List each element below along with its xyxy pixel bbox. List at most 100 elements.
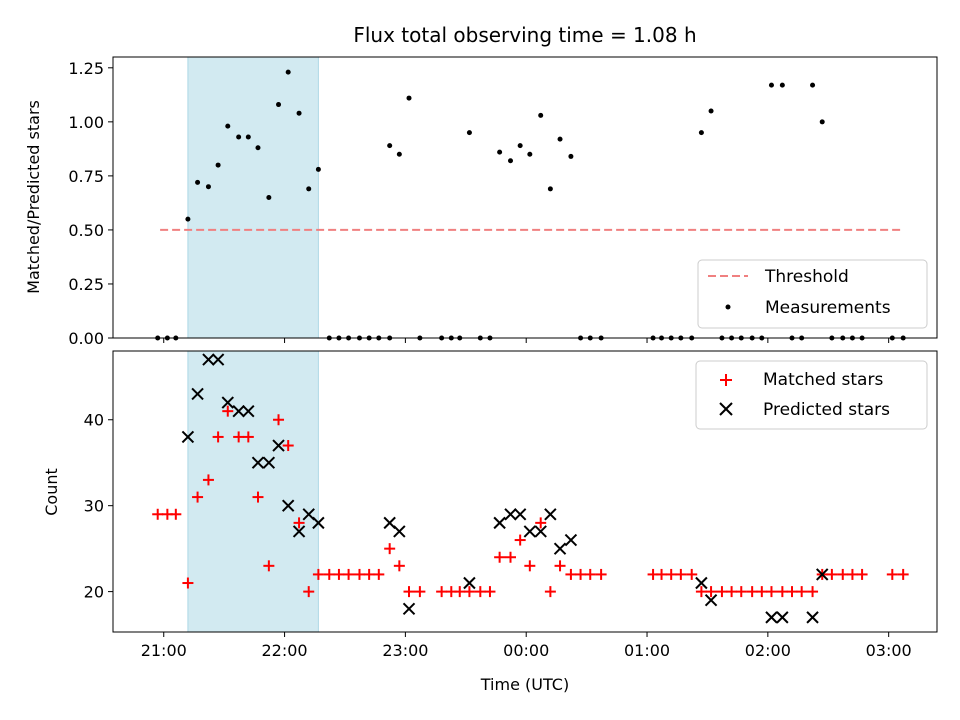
bottom-plot-frame [112,350,938,633]
measurement-point [225,123,231,129]
x-tick-label: 00:00 [503,641,549,660]
legend-predicted-label: Predicted stars [763,400,890,420]
predicted-star-point [553,542,567,555]
matched-star-point [170,508,182,520]
measurement-point [568,153,574,159]
y-tick-label: 0.75 [68,167,104,186]
bottom-legend: Matched stars Predicted stars [695,360,928,430]
measurement-point [708,108,714,114]
measurement-point [215,162,221,168]
x-tick-label: 01:00 [624,641,670,660]
matched-star-point [312,568,324,580]
matched-star-point [535,517,547,529]
matched-star-point [735,586,747,598]
matched-star-point [544,586,556,598]
predicted-star-point [704,593,718,607]
matched-star-point [765,586,777,598]
measurement-point [810,82,816,88]
legend-measurements-marker [725,304,731,310]
series-measurements [155,69,906,341]
predicted-star-point [221,396,234,409]
measurement-point [306,186,312,192]
matched-star-point [575,568,587,580]
matched-star-point [403,586,415,598]
matched-star-point [273,414,285,426]
measurement-point [406,95,412,101]
predicted-star-point [202,353,215,366]
measurement-point [396,151,402,157]
predicted-star-point [181,430,195,444]
top-plot-frame [112,56,938,339]
measurement-point [527,151,533,157]
matched-star-point [524,560,536,572]
x-tick-label: 02:00 [745,641,791,660]
matched-star-point [363,568,375,580]
matched-star-point [897,568,909,580]
top-legend: Threshold Measurements [697,259,928,329]
legend-threshold-label: Threshold [764,267,849,287]
matched-star-point [565,568,577,580]
measurement-point [315,166,321,172]
matched-star-point [786,586,798,598]
y-tick-label: 1.25 [68,59,104,78]
measurement-point [387,143,393,149]
predicted-star-point [463,576,476,590]
predicted-star-point [242,404,255,418]
measurement-point [497,149,503,155]
matched-star-point [373,568,385,580]
legend-matched-marker [720,374,732,386]
predicted-star-point [816,568,829,581]
matched-star-point [686,568,698,580]
y-tick-label: 0.00 [68,329,104,348]
matched-star-point [716,586,728,598]
x-tick-label: 23:00 [382,641,428,660]
matched-star-point [665,568,677,580]
legend-predicted-marker [719,402,733,416]
measurement-point [185,216,191,222]
matched-star-point [584,568,596,580]
matched-star-point [837,568,849,580]
measurement-point [547,186,553,192]
measurement-point [195,179,201,185]
matched-star-point [212,431,224,443]
predicted-star-point [776,611,789,624]
x-tick-label: 22:00 [262,641,308,660]
y-tick-label: 20 [84,583,104,602]
x-tick-label: 03:00 [866,641,912,660]
predicted-star-point [523,525,537,538]
matched-star-point [595,568,607,580]
matched-star-point [384,543,396,555]
matched-star-point [303,586,315,598]
predicted-star-point [191,387,204,401]
matched-star-point [463,586,475,598]
top-panel-measurements-ratio: Flux total observing time = 1.08 h 0.00 0… [24,23,938,348]
measurement-point [236,134,242,140]
predicted-star-point [695,576,708,590]
measurement-point [557,136,563,142]
predicted-star-point [232,404,245,418]
predicted-star-point [806,611,819,624]
measurement-point [276,102,282,108]
legend-matched-label: Matched stars [763,370,883,390]
matched-star-point [282,440,294,452]
matched-star-point [826,568,838,580]
matched-star-point [323,568,335,580]
y-tick-label: 0.25 [68,275,104,294]
measurement-point [819,119,825,125]
measurement-point [698,130,704,136]
series-matched-stars [152,405,909,598]
matched-star-point [333,568,345,580]
shaded-observing-window [187,56,319,339]
legend-measurements-label: Measurements [765,298,891,318]
matched-star-point [343,568,355,580]
measurement-point [466,130,472,136]
predicted-star-point [504,508,517,521]
series-predicted-stars [181,353,829,624]
matched-star-point [656,568,668,580]
measurement-point [517,143,523,149]
predicted-star-point [211,353,225,366]
top-y-axis-label: Matched/Predicted stars [24,100,43,294]
measurement-point [779,82,785,88]
matched-star-point [554,560,566,572]
